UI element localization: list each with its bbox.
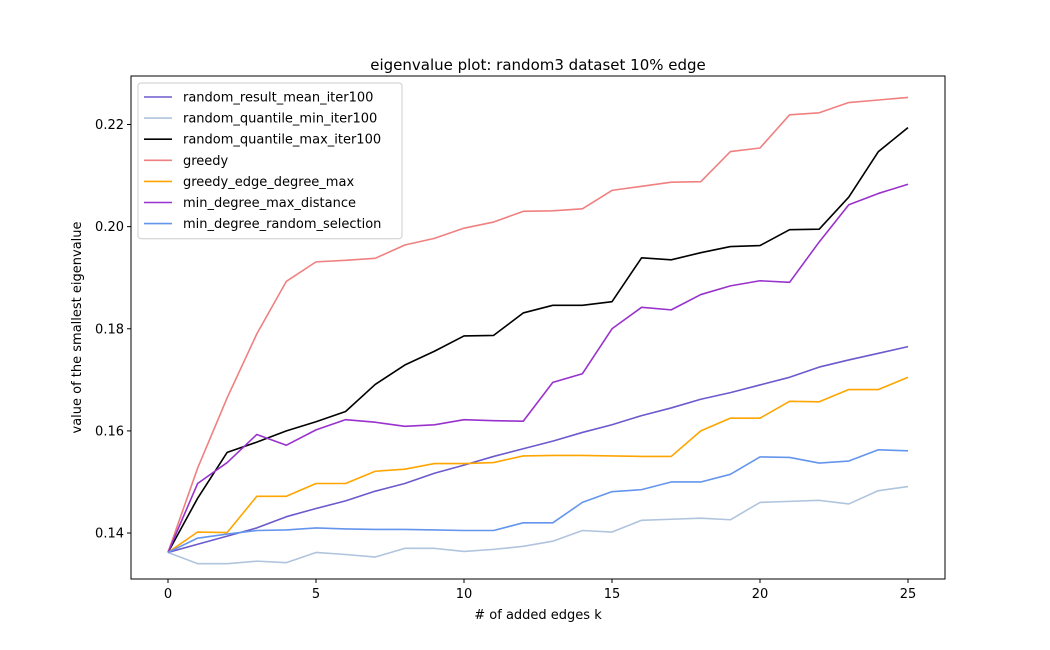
x-tick-label: 15 — [604, 587, 621, 602]
legend-label: random_quantile_min_iter100 — [183, 112, 377, 127]
x-tick-label: 20 — [752, 587, 769, 602]
series-line-min_degree_random_selection — [167, 448, 909, 554]
legend-label: greedy_edge_degree_max — [183, 175, 354, 190]
y-tick-label: 0.14 — [95, 527, 124, 542]
x-tick-label: 10 — [456, 587, 473, 602]
x-tick-label: 0 — [164, 587, 172, 602]
legend-box — [137, 82, 403, 240]
y-tick-label: 0.18 — [95, 322, 124, 337]
legend-label: min_degree_max_distance — [183, 196, 356, 211]
y-axis: 0.14 0.16 0.18 0.20 0.22 — [95, 118, 131, 542]
legend-label: random_result_mean_iter100 — [183, 91, 373, 106]
x-tick-label: 5 — [312, 587, 320, 602]
series-line-random_quantile_min_iter100 — [167, 485, 909, 565]
legend-label: greedy — [183, 154, 229, 169]
series-line-random_result_mean_iter100 — [167, 345, 909, 554]
legend-label: min_degree_random_selection — [183, 217, 381, 232]
axes-frame — [130, 75, 946, 580]
series-line-greedy_edge_degree_max — [167, 376, 909, 554]
x-axis-label: # of added edges k — [474, 608, 602, 623]
y-tick-label: 0.16 — [95, 424, 124, 439]
series-line-random_quantile_max_iter100 — [167, 126, 909, 553]
series-line-greedy — [167, 96, 909, 553]
series-line-min_degree_max_distance — [167, 183, 909, 553]
y-tick-label: 0.22 — [95, 118, 124, 133]
legend: random_result_mean_iter100 random_quantil… — [137, 82, 403, 240]
chart-title: eigenvalue plot: random3 dataset 10% edg… — [370, 56, 706, 74]
y-axis-label: value of the smallest eigenvalue — [70, 221, 85, 433]
legend-label: random_quantile_max_iter100 — [183, 133, 381, 148]
y-tick-label: 0.20 — [95, 220, 124, 235]
x-tick-label: 25 — [900, 587, 917, 602]
plot-area — [167, 96, 909, 565]
x-axis: 0 5 10 15 20 25 — [164, 579, 916, 602]
